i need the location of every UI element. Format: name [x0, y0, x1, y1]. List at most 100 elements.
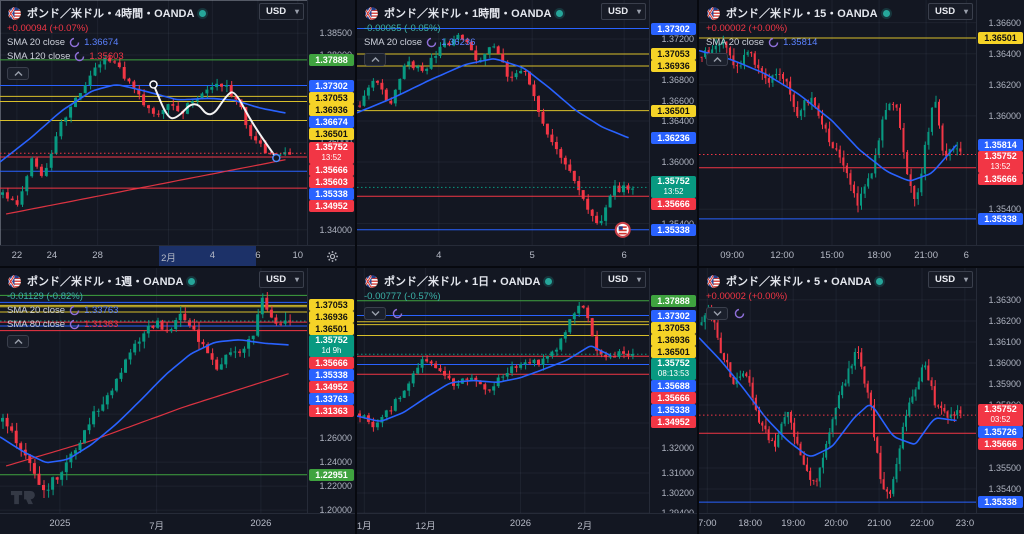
chart-title[interactable]: ポンド／米ドル・15・OANDA [726, 8, 878, 20]
indicator-label: SMA 20 close [7, 37, 66, 48]
axis-tick-label: 1.35400 [988, 204, 1021, 215]
chart-title[interactable]: ポンド／米ドル・4時間・OANDA [27, 8, 195, 20]
axis-tick-label: 1.35400 [650, 219, 694, 229]
chart-title[interactable]: ポンド／米ドル・1時間・OANDA [384, 8, 552, 20]
price-level-label: 1.36674 [309, 115, 354, 128]
chart-title[interactable]: ポンド／米ドル・1週・OANDA [27, 276, 184, 288]
caret-down-icon: ▾ [636, 7, 641, 16]
price-label-value: 1.35338 [984, 497, 1017, 508]
price-label-value: 1.37053 [657, 49, 690, 59]
currency-dropdown[interactable]: USD ▾ [928, 271, 973, 288]
indicator-value: 1.31363 [84, 319, 119, 330]
currency-label: USD [935, 6, 956, 17]
time-label: 4 [436, 250, 442, 261]
market-status-dot [199, 9, 207, 17]
indicator-row[interactable]: SMA 80 close 1.31363 [7, 319, 195, 330]
legend-collapse-button[interactable] [7, 335, 29, 348]
indicator-row[interactable]: SMA 20 close 1.36236 [364, 37, 563, 48]
chart-title[interactable]: ポンド／米ドル・5・OANDA [726, 276, 872, 288]
market-status-dot [876, 277, 884, 285]
symbol-row[interactable]: ポンド／米ドル・1日・OANDA [364, 273, 553, 289]
price-level-label: 1.35666 [651, 391, 696, 404]
price-label-value: 1.35666 [657, 199, 690, 210]
time-axis-1w[interactable]: 2025 7月 2026 [0, 513, 355, 534]
legend-expand-button[interactable] [706, 307, 728, 320]
price-scale-1h[interactable]: 1.372001.368001.366001.364001.360001.358… [649, 0, 697, 245]
price-label-value: 1.35338 [315, 189, 348, 200]
price-label-value: 1.34952 [657, 416, 690, 427]
indicator-row[interactable]: SMA 20 close 1.35814 [706, 37, 890, 48]
indicator-label: SMA 20 close [7, 305, 66, 316]
currency-dropdown[interactable]: USD ▾ [601, 271, 646, 288]
legend-collapse-button[interactable] [7, 67, 29, 80]
sma-fast-line[interactable] [357, 58, 629, 139]
sma-fast-line[interactable] [699, 337, 957, 457]
chart-canvas-4h[interactable] [0, 0, 307, 245]
time-label: 19:00 [781, 518, 806, 529]
price-scale-4h[interactable]: 1.385001.380001.360001.340001.378881.373… [307, 0, 355, 245]
sma-fast-line[interactable] [0, 339, 289, 464]
legend-expand-button[interactable] [364, 307, 386, 320]
currency-label: USD [266, 6, 287, 17]
chart-canvas-1h[interactable] [357, 0, 649, 245]
currency-dropdown[interactable]: USD ▾ [601, 3, 646, 20]
drawing-anchor[interactable] [272, 153, 281, 163]
currency-dropdown[interactable]: USD ▾ [259, 271, 304, 288]
symbol-row[interactable]: ポンド／米ドル・15・OANDA [706, 5, 890, 21]
indicator-row[interactable]: SMA 20 close 1.33763 [7, 305, 195, 316]
price-scale-15m[interactable]: 1.36600 1.36400 1.36200 1.36000 1.35400 1.365… [976, 0, 1024, 245]
axis-tick-label: 1.35500 [988, 463, 1021, 473]
chevron-up-icon [14, 71, 22, 76]
settings-gear-icon[interactable] [326, 250, 339, 263]
symbol-flag-icon [7, 5, 22, 21]
legend-collapse-button[interactable] [706, 53, 728, 66]
pattern-drawing[interactable] [152, 83, 278, 159]
time-axis-5m[interactable]: 7:00 18:00 19:00 20:00 21:00 22:00 23:0 [699, 513, 1024, 534]
symbol-row[interactable]: ポンド／米ドル・4時間・OANDA [7, 5, 207, 21]
price-scale-5m[interactable]: 1.363001.362001.361001.360001.359001.358… [976, 268, 1024, 513]
indicator-row[interactable]: SMA 20 close 1.36674 [7, 37, 206, 48]
price-level-label: 1.35666 [978, 438, 1023, 451]
price-scale-1d[interactable]: 1.330001.320001.310001.302001.294001.378… [649, 268, 697, 518]
last-price-label: 1.35752 1d 9h [309, 335, 354, 358]
chart-title[interactable]: ポンド／米ドル・1日・OANDA [384, 276, 541, 288]
price-scale-1w[interactable]: 1.280001.260001.240001.220001.200001.370… [307, 268, 355, 515]
drawing-anchor[interactable] [149, 80, 158, 89]
sma-fast-line[interactable] [0, 84, 286, 163]
price-label-value: 1.36501 [657, 346, 690, 357]
price-change: -0.00065 (-0.05%) [364, 23, 441, 34]
time-axis-1d[interactable]: 1月 12月 2026 2月 [357, 513, 697, 534]
sma-fast-line[interactable] [357, 345, 612, 422]
chart-canvas-5m[interactable] [699, 268, 976, 513]
chart-canvas-15m[interactable] [699, 0, 976, 245]
price-label-value: 1.35752 [657, 357, 690, 368]
sma-slow-line[interactable] [5, 159, 286, 215]
currency-dropdown[interactable]: USD ▾ [259, 3, 304, 20]
price-level-label: 1.36501 [651, 104, 696, 117]
symbol-row[interactable]: ポンド／米ドル・5・OANDA [706, 273, 884, 289]
sma-fast-line[interactable] [699, 49, 958, 182]
legend-collapse-button[interactable] [364, 53, 386, 66]
time-axis-15m[interactable]: 09:00 12:00 15:00 18:00 21:00 6 [699, 245, 1024, 266]
price-label-value: 1.35338 [984, 213, 1017, 224]
economic-event-icon[interactable] [614, 221, 631, 238]
time-label: 23:0 [955, 518, 975, 529]
sma-slow-line[interactable] [5, 373, 289, 467]
time-axis-1h[interactable]: 4 5 6 [357, 245, 697, 266]
price-label-value: 1.37302 [657, 23, 690, 34]
indicator-row[interactable]: SMA 120 close 1.35603 [7, 51, 206, 62]
symbol-row[interactable]: ポンド／米ドル・1週・OANDA [7, 273, 196, 289]
time-label: 28 [92, 250, 103, 261]
price-level-label: 1.35338 [309, 369, 354, 382]
chart-canvas-1d[interactable] [357, 268, 649, 513]
chart-legend: ポンド／米ドル・1日・OANDA -0.00777 (-0.57%) [364, 273, 553, 320]
chart-canvas-1w[interactable] [0, 268, 307, 513]
symbol-row[interactable]: ポンド／米ドル・1時間・OANDA [364, 5, 564, 21]
currency-dropdown[interactable]: USD ▾ [928, 3, 973, 20]
price-level-label: 1.35666 [978, 172, 1023, 185]
symbol-flag-icon [706, 5, 721, 21]
time-axis-4h[interactable]: 22 24 28 2月 4 6 10 [0, 245, 355, 266]
axis-tick-label: 1.36300 [988, 294, 1021, 305]
price-level-label: 1.35666 [309, 357, 354, 370]
price-label-value: 1.35338 [657, 404, 690, 415]
